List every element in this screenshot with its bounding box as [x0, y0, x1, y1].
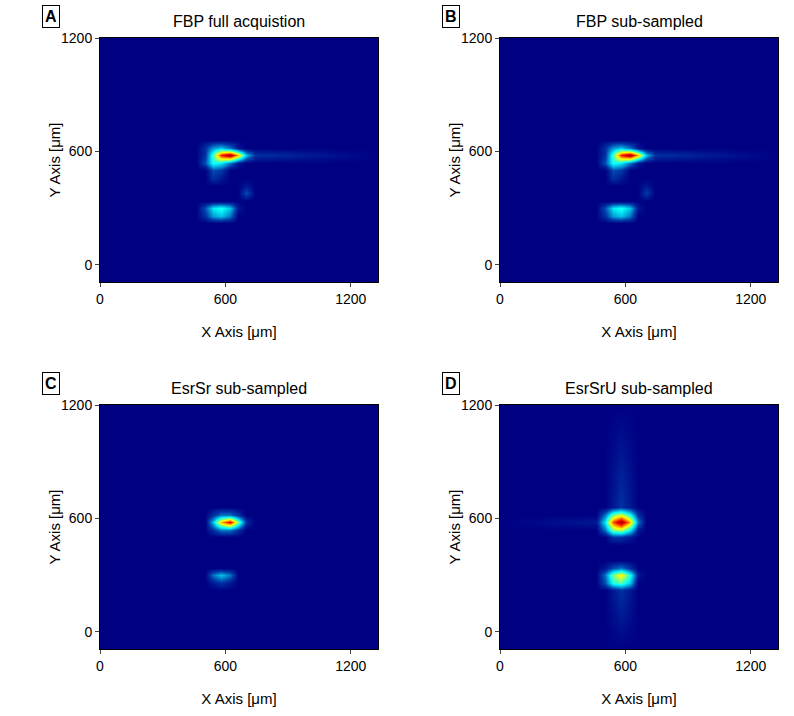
svg-text:1200: 1200 — [461, 397, 492, 413]
svg-text:1200: 1200 — [461, 30, 492, 46]
svg-text:0: 0 — [484, 624, 492, 640]
svg-text:EsrSrU sub-sampled: EsrSrU sub-sampled — [565, 380, 713, 397]
svg-text:0: 0 — [84, 624, 92, 640]
svg-text:600: 600 — [614, 658, 638, 674]
svg-text:Y Axis [μm]: Y Axis [μm] — [46, 489, 63, 564]
svg-text:0: 0 — [96, 291, 104, 307]
svg-text:600: 600 — [469, 143, 493, 159]
svg-text:1200: 1200 — [735, 291, 766, 307]
svg-text:X Axis [μm]: X Axis [μm] — [601, 690, 676, 707]
svg-text:EsrSr sub-sampled: EsrSr sub-sampled — [171, 380, 307, 397]
svg-text:1200: 1200 — [61, 397, 92, 413]
svg-text:0: 0 — [496, 658, 504, 674]
svg-text:1200: 1200 — [735, 658, 766, 674]
svg-text:B: B — [445, 8, 457, 25]
svg-text:C: C — [45, 375, 57, 392]
svg-text:0: 0 — [496, 291, 504, 307]
svg-text:Y Axis [μm]: Y Axis [μm] — [446, 489, 463, 564]
svg-text:X Axis [μm]: X Axis [μm] — [201, 690, 276, 707]
svg-text:0: 0 — [84, 257, 92, 273]
svg-text:X Axis [μm]: X Axis [μm] — [601, 323, 676, 340]
svg-text:1200: 1200 — [335, 658, 366, 674]
svg-text:1200: 1200 — [335, 291, 366, 307]
svg-text:FBP sub-sampled: FBP sub-sampled — [576, 13, 703, 30]
svg-text:X Axis [μm]: X Axis [μm] — [201, 323, 276, 340]
svg-text:Y Axis [μm]: Y Axis [μm] — [46, 122, 63, 197]
svg-text:FBP full acquistion: FBP full acquistion — [173, 13, 305, 30]
svg-text:600: 600 — [69, 510, 93, 526]
svg-text:0: 0 — [484, 257, 492, 273]
svg-text:600: 600 — [69, 143, 93, 159]
svg-text:1200: 1200 — [61, 30, 92, 46]
svg-text:600: 600 — [214, 291, 238, 307]
svg-text:600: 600 — [469, 510, 493, 526]
svg-text:600: 600 — [214, 658, 238, 674]
svg-text:A: A — [45, 8, 57, 25]
svg-text:0: 0 — [96, 658, 104, 674]
svg-text:D: D — [445, 375, 457, 392]
svg-text:600: 600 — [614, 291, 638, 307]
svg-text:Y Axis [μm]: Y Axis [μm] — [446, 122, 463, 197]
